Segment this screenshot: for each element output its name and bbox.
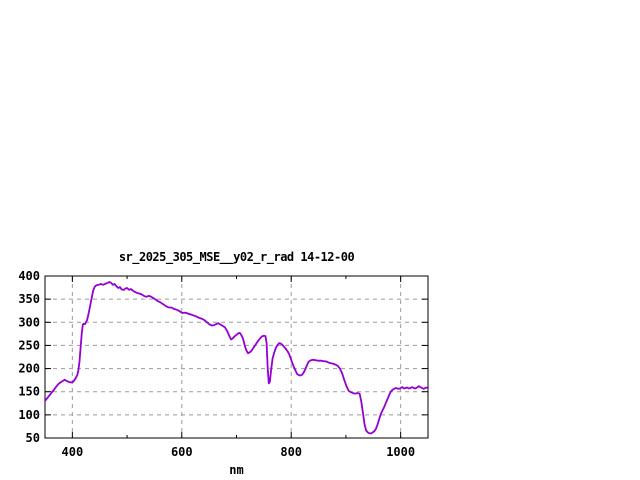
- x-tick-label: 800: [280, 445, 302, 459]
- series-line: [44, 281, 429, 435]
- y-tick-label: 200: [18, 362, 40, 376]
- x-axis-label: nm: [229, 463, 243, 477]
- x-tick-label: 1000: [386, 445, 415, 459]
- y-tick-label: 50: [26, 431, 40, 445]
- x-tick-label: 600: [171, 445, 193, 459]
- y-tick-label: 150: [18, 385, 40, 399]
- y-tick-label: 350: [18, 292, 40, 306]
- y-tick-label: 100: [18, 408, 40, 422]
- x-tick-label: 400: [62, 445, 84, 459]
- y-tick-label: 250: [18, 338, 40, 352]
- y-tick-label: 300: [18, 315, 40, 329]
- y-tick-label: 400: [18, 269, 40, 283]
- chart-title: sr_2025_305_MSE__y02_r_rad 14-12-00: [118, 250, 355, 264]
- plot-border: [44, 275, 429, 439]
